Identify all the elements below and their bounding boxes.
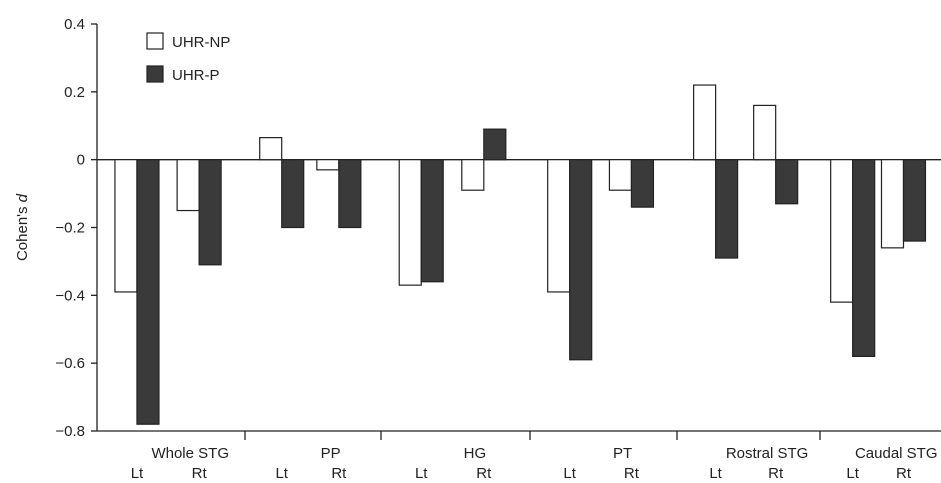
bar-uhr-p	[483, 128, 507, 161]
side-label-lt: Lt	[563, 465, 576, 482]
bar-uhr-p	[198, 159, 222, 266]
y-tick-label: 0.2	[64, 84, 85, 101]
y-tick-label: −0.2	[55, 220, 85, 237]
bar-uhr-np	[693, 84, 717, 161]
y-tick-label: 0	[77, 152, 85, 169]
bar-uhr-np	[114, 159, 138, 293]
side-label-lt: Lt	[131, 465, 144, 482]
bar-uhr-np	[753, 104, 777, 161]
bar-uhr-np	[608, 159, 633, 191]
bar-uhr-np	[830, 159, 854, 303]
bar-uhr-np	[880, 159, 905, 249]
bar-uhr-p	[281, 159, 305, 229]
bar-uhr-p	[902, 159, 927, 242]
bar-uhr-np	[176, 159, 200, 212]
side-label-rt: Rt	[768, 465, 784, 482]
bar-uhr-np	[398, 159, 422, 286]
bar-uhr-np	[547, 159, 571, 293]
y-tick-label: −0.4	[55, 287, 85, 304]
y-tick-label: 0.4	[64, 16, 85, 33]
bar-uhr-np	[316, 159, 340, 171]
legend-swatch-uhr-np	[146, 32, 164, 50]
group-label: Caudal STG	[855, 445, 938, 462]
side-label-rt: Rt	[192, 465, 208, 482]
side-label-rt: Rt	[331, 465, 347, 482]
bars	[114, 84, 927, 425]
side-label-rt: Rt	[624, 465, 640, 482]
bar-uhr-p	[420, 159, 444, 283]
y-axis-title-text: Cohen's	[14, 202, 31, 261]
side-label-lt: Lt	[275, 465, 288, 482]
side-label-lt: Lt	[709, 465, 722, 482]
bar-uhr-p	[852, 159, 876, 357]
bar-uhr-p	[338, 159, 362, 229]
side-label-rt: Rt	[476, 465, 492, 482]
legend: UHR-NP UHR-P	[146, 32, 230, 84]
y-tick-label: −0.6	[55, 355, 85, 372]
group-label: Rostral STG	[726, 445, 809, 462]
side-label-lt: Lt	[846, 465, 859, 482]
group-label: PP	[321, 445, 341, 462]
bar-uhr-p	[715, 159, 739, 259]
axis-labels: 0.4 0.2 0 −0.2 −0.4 −0.6 −0.8 Cohen's d Whole ST…	[14, 16, 938, 482]
bar-uhr-p	[775, 159, 799, 205]
group-label: PT	[613, 445, 632, 462]
y-axis-title-italic: d	[14, 193, 31, 202]
group-label: HG	[464, 445, 487, 462]
bar-uhr-p	[569, 159, 593, 361]
legend-swatch-uhr-p	[146, 65, 164, 83]
y-axis-title: Cohen's d	[14, 193, 31, 261]
bar-uhr-np	[461, 159, 485, 191]
group-label: Whole STG	[151, 445, 229, 462]
bar-uhr-p	[136, 159, 160, 425]
side-label-rt: Rt	[896, 465, 912, 482]
legend-label-uhr-np: UHR-NP	[172, 34, 230, 51]
y-tick-label: −0.8	[55, 423, 85, 440]
axes	[91, 23, 941, 440]
legend-label-uhr-p: UHR-P	[172, 67, 220, 84]
bar-uhr-np	[259, 137, 283, 161]
side-label-lt: Lt	[415, 465, 428, 482]
bar-uhr-p	[630, 159, 655, 208]
